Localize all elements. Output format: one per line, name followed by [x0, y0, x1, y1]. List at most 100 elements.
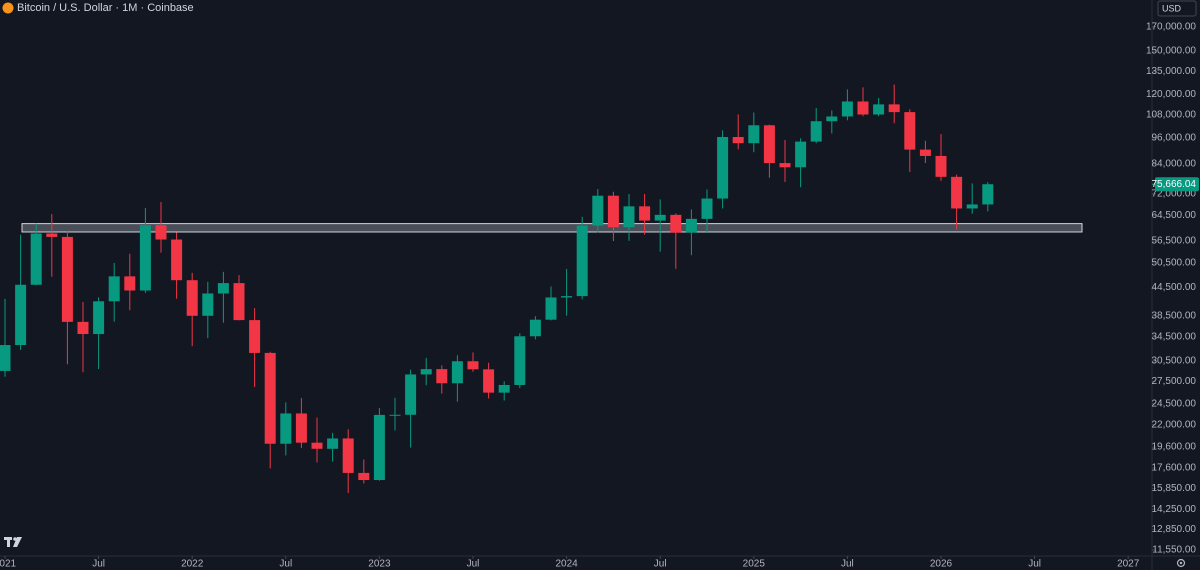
- candle-body: [717, 136, 729, 199]
- candle-body: [202, 293, 214, 316]
- candle-body: [186, 280, 198, 316]
- y-tick-label: 30,500.00: [1152, 356, 1197, 367]
- x-tick-label: 2027: [1117, 559, 1140, 570]
- candle-body: [966, 204, 978, 209]
- candle-body: [670, 214, 682, 233]
- last-price-label: 75,666.04: [1152, 179, 1197, 190]
- x-tick-label: Jul: [1028, 559, 1041, 570]
- y-tick-label: 96,000.00: [1152, 133, 1197, 144]
- x-tick-label: 2024: [555, 559, 578, 570]
- candle-body: [592, 195, 604, 226]
- candle-body: [0, 345, 11, 371]
- candle-body: [93, 301, 105, 335]
- candle-body: [483, 369, 495, 393]
- y-tick-label: 17,600.00: [1152, 463, 1197, 474]
- candle-body: [701, 198, 713, 219]
- candle-body: [639, 206, 651, 221]
- candle-body: [124, 276, 136, 291]
- y-tick-label: 56,500.00: [1152, 236, 1197, 247]
- y-tick-label: 72,000.00: [1152, 189, 1197, 200]
- candle-body: [171, 239, 183, 281]
- candle-body: [342, 438, 354, 473]
- candle-body: [919, 149, 931, 156]
- candle-body: [451, 361, 463, 384]
- candle-body: [233, 283, 245, 321]
- candle-body: [295, 413, 307, 443]
- candle-body: [545, 297, 557, 320]
- candle-body: [607, 195, 619, 228]
- candle-body: [857, 101, 869, 115]
- candle-body: [389, 414, 401, 416]
- candle-body: [904, 112, 916, 150]
- candle-body: [748, 125, 760, 144]
- x-tick-label: Jul: [279, 559, 292, 570]
- candle-body: [217, 283, 229, 294]
- candle-body: [810, 121, 822, 142]
- y-tick-label: 24,500.00: [1152, 398, 1197, 409]
- currency-label[interactable]: USD: [1162, 3, 1182, 13]
- candle-body: [576, 225, 588, 297]
- candle-body: [436, 369, 448, 384]
- candle-body: [763, 125, 775, 164]
- x-tick-label: 2021: [0, 559, 17, 570]
- x-tick-label: Jul: [467, 559, 480, 570]
- y-tick-label: 108,000.00: [1146, 110, 1196, 121]
- tradingview-logo: [4, 537, 22, 547]
- candle-body: [61, 236, 73, 322]
- x-tick-label: 2025: [743, 559, 766, 570]
- candle-body: [358, 472, 370, 481]
- x-tick-label: Jul: [841, 559, 854, 570]
- candle-body: [264, 352, 276, 444]
- candle-body: [514, 336, 526, 385]
- support-zone: [21, 223, 1083, 233]
- candle-body: [841, 101, 853, 117]
- candle-body: [420, 369, 432, 375]
- candle-body: [311, 442, 323, 449]
- candle-body: [30, 233, 42, 285]
- y-tick-label: 170,000.00: [1146, 21, 1196, 32]
- candle-body: [249, 320, 261, 353]
- candle-body: [685, 218, 697, 233]
- y-tick-label: 44,500.00: [1152, 282, 1197, 293]
- y-tick-label: 120,000.00: [1146, 89, 1196, 100]
- candle-body: [498, 384, 510, 393]
- x-tick-label: Jul: [654, 559, 667, 570]
- symbol-icon: [2, 2, 14, 14]
- candle-body: [139, 225, 151, 291]
- y-tick-label: 34,500.00: [1152, 332, 1197, 343]
- candle-body: [888, 104, 900, 113]
- candle-body: [373, 414, 385, 481]
- y-tick-label: 14,250.00: [1152, 504, 1197, 515]
- candle-body: [732, 136, 744, 144]
- candle-body: [826, 116, 838, 122]
- candle-body: [15, 284, 27, 346]
- y-tick-label: 19,600.00: [1152, 442, 1197, 453]
- y-tick-label: 12,850.00: [1152, 524, 1197, 535]
- candle-body: [623, 206, 635, 228]
- candle-body: [155, 225, 167, 240]
- candle-body: [779, 163, 791, 168]
- y-tick-label: 135,000.00: [1146, 66, 1196, 77]
- y-tick-label: 64,500.00: [1152, 210, 1197, 221]
- y-tick-label: 27,500.00: [1152, 376, 1197, 387]
- candle-body: [654, 214, 666, 221]
- y-tick-label: 11,550.00: [1152, 545, 1196, 556]
- y-tick-label: 84,000.00: [1152, 159, 1197, 170]
- candle-body: [467, 361, 479, 370]
- candle-body: [951, 176, 963, 209]
- x-tick-label: 2026: [930, 559, 953, 570]
- y-tick-label: 150,000.00: [1146, 46, 1196, 57]
- currency-button[interactable]: [1157, 0, 1197, 17]
- candle-body: [108, 276, 120, 302]
- chart-title: Bitcoin / U.S. Dollar · 1M · Coinbase: [17, 2, 194, 14]
- candle-body: [327, 438, 339, 449]
- settings-icon[interactable]: [1176, 558, 1186, 568]
- candle-body: [529, 319, 541, 337]
- x-tick-label: Jul: [92, 559, 105, 570]
- candle-body: [77, 321, 89, 335]
- candle-body: [561, 296, 573, 298]
- y-tick-label: 22,000.00: [1152, 419, 1197, 430]
